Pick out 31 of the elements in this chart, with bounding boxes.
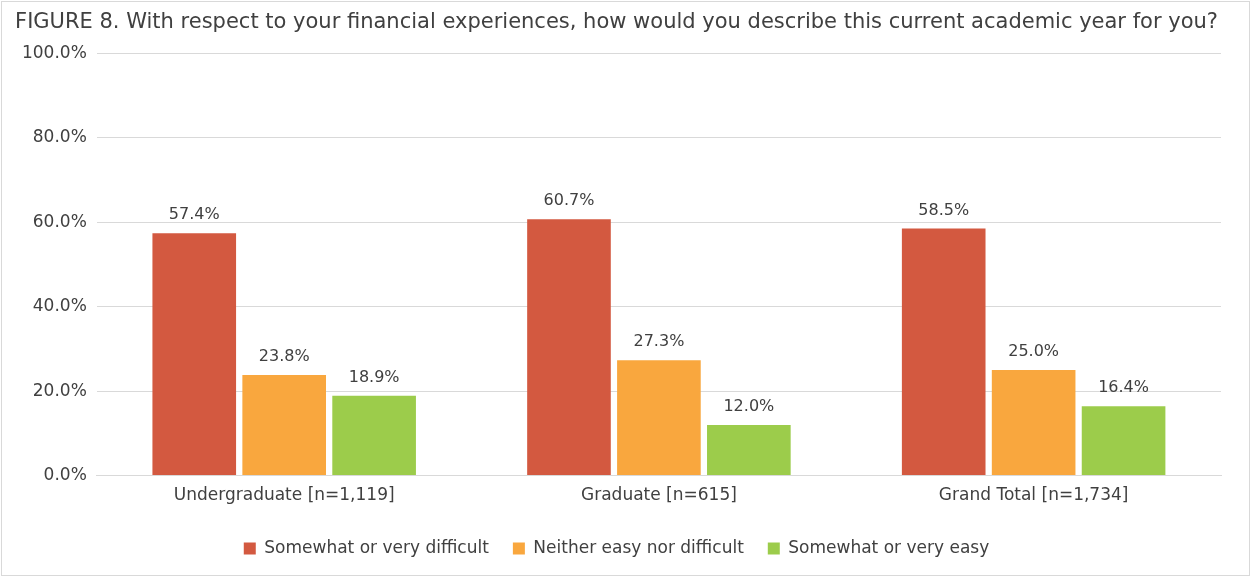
data-label: 27.3% <box>633 331 685 351</box>
y-tick-label: 0.0% <box>43 464 87 485</box>
data-label: 60.7% <box>543 190 595 210</box>
bar <box>242 375 326 476</box>
legend-label: Somewhat or very difficult <box>264 536 490 557</box>
data-label: 25.0% <box>1008 341 1060 361</box>
bar <box>152 233 237 476</box>
data-label: 57.4% <box>168 204 220 224</box>
legend-label: Somewhat or very easy <box>788 536 990 557</box>
bar <box>901 228 986 476</box>
bar <box>617 360 701 476</box>
legend-label: Neither easy nor difficult <box>533 536 745 557</box>
y-tick-label: 40.0% <box>32 295 87 316</box>
chart-title: FIGURE 8. With respect to your financial experiences, how would you describe this current academic year for you? <box>15 9 1218 34</box>
data-label: 16.4% <box>1098 377 1149 397</box>
bar <box>527 219 611 476</box>
x-tick-label: Graduate [n=615] <box>581 484 737 505</box>
data-label: 12.0% <box>723 396 775 416</box>
data-label: 58.5% <box>918 199 970 219</box>
bar <box>332 395 416 476</box>
y-tick-label: 100.0% <box>21 41 87 62</box>
data-label: 18.9% <box>348 366 400 386</box>
y-tick-label: 80.0% <box>32 126 87 147</box>
x-tick-label: Undergraduate [n=1,119] <box>173 484 395 505</box>
y-tick-label: 60.0% <box>32 210 87 231</box>
data-label: 23.8% <box>258 346 310 366</box>
x-tick-label: Grand Total [n=1,734] <box>938 484 1129 505</box>
bar <box>991 370 1076 476</box>
bar <box>707 424 791 476</box>
bar <box>1081 406 1166 476</box>
y-tick-label: 20.0% <box>32 379 87 400</box>
